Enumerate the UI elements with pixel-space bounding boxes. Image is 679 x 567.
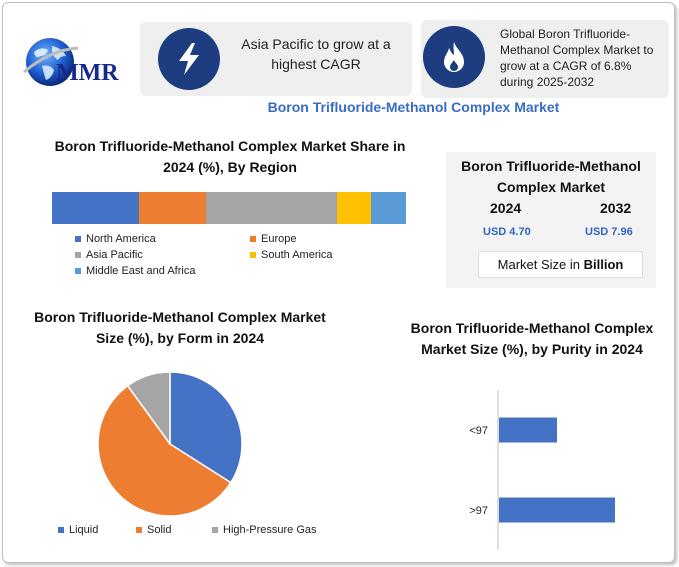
legend-label: Liquid (69, 524, 99, 536)
legend-swatch (136, 527, 142, 533)
purity-chart-title: Boron Trifluoride-Methanol Complex Marke… (410, 320, 654, 357)
value-end: USD 7.96 (585, 226, 633, 238)
legend-item-solid: Solid (136, 524, 171, 536)
mmr-logo: MMR (12, 30, 132, 90)
legend-swatch (212, 527, 218, 533)
bar-segment-south-america (336, 192, 371, 224)
legend-item-middle-east-and-africa: Middle East and Africa (75, 265, 195, 277)
lightning-icon (158, 28, 220, 90)
bar-segment-north-america (52, 192, 139, 224)
legend-swatch (75, 236, 81, 242)
legend-label: Asia Pacific (86, 249, 143, 261)
category-tick-label: >97 (469, 505, 488, 517)
category-tick-label: <97 (469, 425, 488, 437)
year-start: 2024 (490, 200, 522, 216)
bar-segment-middle-east-and-africa (370, 192, 406, 224)
legend-swatch (250, 252, 256, 258)
cagr-highlight-text: Global Boron Trifluoride-Methanol Comple… (500, 27, 654, 89)
legend-swatch (250, 236, 256, 242)
region-highlight-text: Asia Pacific to grow at a highest CAGR (241, 36, 391, 72)
unit-bold: Billion (583, 257, 624, 272)
purity-bar-chart: <97 >97 (469, 390, 615, 550)
legend-label: Europe (261, 233, 297, 245)
legend-item-south-america: South America (250, 249, 333, 261)
region-legend: North America Europe Asia Pacific South Ame… (75, 233, 405, 281)
globe-icon (23, 38, 79, 86)
card-title: Boron Trifluoride-Methanol Complex Marke… (461, 158, 641, 195)
legend-label: High-Pressure Gas (223, 524, 317, 536)
form-pie-chart (97, 371, 243, 517)
bar-segment-europe (138, 192, 206, 224)
pie-slice-high-pressure-gas (126, 371, 171, 447)
legend-label: South America (261, 249, 333, 261)
legend-label: Solid (147, 524, 172, 536)
legend-label: North America (86, 233, 156, 245)
value-start: USD 4.70 (483, 226, 531, 238)
form-legend: Liquid Solid High-Pressure Gas (58, 524, 358, 540)
bar-segment-asia-pacific (205, 192, 337, 224)
unit-prefix: Market Size in (497, 257, 584, 272)
region-highlight-box: Asia Pacific to grow at a highest CAGR (140, 22, 412, 96)
pie-slice-solid (97, 384, 232, 517)
main-title: Boron Trifluoride-Methanol Complex Marke… (267, 99, 560, 115)
legend-swatch (75, 268, 81, 274)
region-stacked-bar (52, 192, 406, 224)
bar-below-97 (499, 417, 557, 443)
legend-swatch (75, 252, 81, 258)
legend-swatch (58, 527, 64, 533)
legend-item-europe: Europe (250, 233, 296, 245)
market-size-unit: Market Size in Billion (478, 251, 643, 278)
form-chart-title: Boron Trifluoride-Methanol Complex Marke… (34, 309, 326, 346)
bar-above-97 (499, 497, 615, 523)
region-chart-title: Boron Trifluoride-Methanol Complex Marke… (54, 138, 406, 175)
legend-item-liquid: Liquid (58, 524, 98, 536)
legend-item-north-america: North America (75, 233, 156, 245)
legend-label: Middle East and Africa (86, 265, 196, 277)
legend-item-high-pressure-gas: High-Pressure Gas (212, 524, 317, 536)
logo-text: MMR (56, 60, 119, 86)
year-end: 2032 (600, 200, 632, 216)
cagr-highlight-box: Global Boron Trifluoride-Methanol Comple… (421, 20, 669, 98)
legend-item-asia-pacific: Asia Pacific (75, 249, 143, 261)
flame-icon (423, 26, 485, 88)
market-size-card: Boron Trifluoride-Methanol Complex Marke… (446, 152, 656, 288)
